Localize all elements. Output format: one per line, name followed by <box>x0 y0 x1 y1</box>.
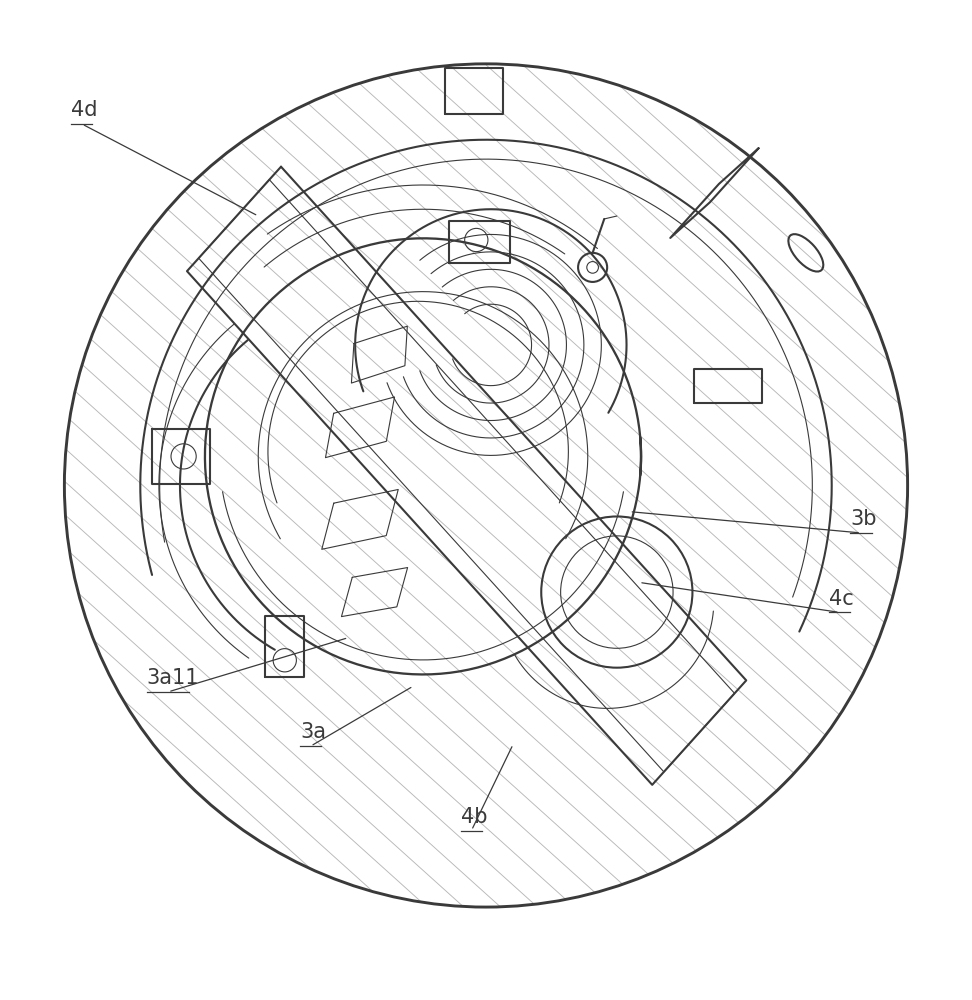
Text: 3a: 3a <box>300 722 326 742</box>
Text: 3b: 3b <box>850 509 877 529</box>
Text: 4c: 4c <box>829 589 853 609</box>
Text: 4b: 4b <box>461 807 487 827</box>
Text: 4d: 4d <box>71 100 97 120</box>
Text: 3a11: 3a11 <box>147 668 199 688</box>
